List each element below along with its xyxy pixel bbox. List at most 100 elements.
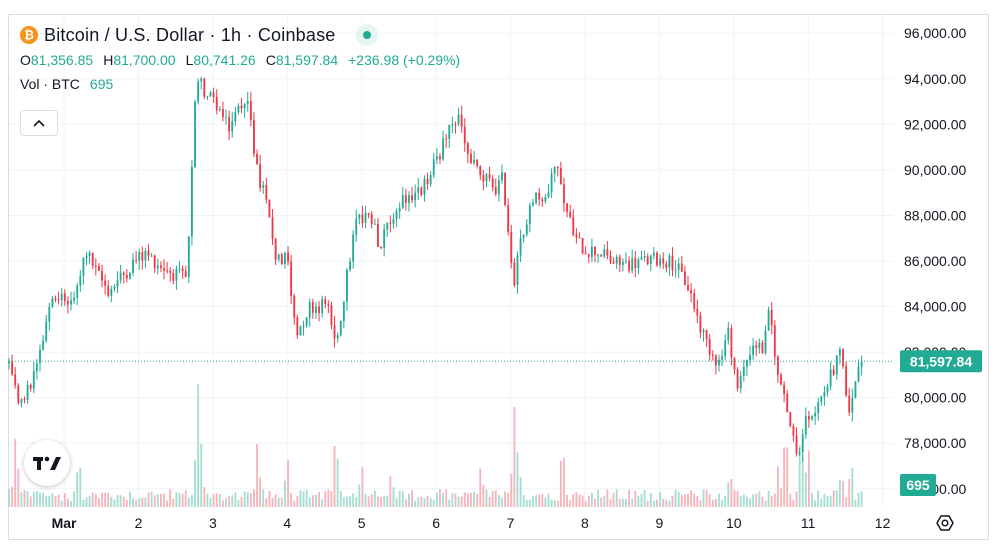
volume-bar [144, 497, 147, 507]
last-volume-tag [900, 474, 936, 496]
volume-bar [439, 489, 441, 507]
candle-body [563, 184, 565, 204]
candle-body [463, 126, 466, 144]
candle-body [355, 218, 358, 235]
volume-bar [389, 475, 392, 507]
candle-body [528, 205, 531, 225]
volume-legend[interactable]: Vol · BTC 695 [20, 76, 460, 92]
candle-body [721, 356, 724, 360]
open-value: 81,356.85 [30, 52, 94, 68]
volume-bar [29, 496, 32, 507]
volume-bar [739, 496, 742, 507]
volume-bar [411, 490, 413, 507]
volume-bar [758, 491, 761, 507]
candle-body [488, 174, 491, 179]
candle-body [680, 263, 683, 272]
candle-body [240, 105, 243, 109]
volume-bar [237, 500, 240, 507]
volume-bar [854, 500, 857, 507]
volume-bar [97, 497, 100, 507]
volume-bar [181, 493, 184, 507]
volume-bar [668, 500, 671, 507]
candle-body [417, 187, 420, 193]
candle-body [659, 258, 662, 266]
price-tick-label: 92,000.00 [904, 116, 966, 132]
candle-body [612, 261, 615, 264]
candle-body [749, 354, 751, 361]
volume-bar [792, 500, 795, 507]
volume-bar [814, 500, 817, 507]
candle-body [541, 199, 544, 202]
candle-body [470, 153, 472, 164]
volume-bar [525, 499, 528, 507]
volume-bar [699, 500, 702, 507]
low-value: 80,741.26 [193, 52, 256, 68]
volume-bar [218, 493, 221, 507]
volume-bar [287, 460, 289, 507]
candle-body [159, 265, 162, 269]
volume-bar [860, 491, 863, 507]
collapse-legend-button[interactable] [20, 110, 58, 136]
candle-body [854, 381, 857, 398]
candle-body [755, 345, 758, 349]
candle-body [510, 232, 513, 263]
volume-bar [687, 494, 689, 507]
price-tick-label: 96,000.00 [904, 25, 966, 41]
volume-bar [383, 495, 386, 507]
volume-bar [448, 499, 451, 507]
volume-bar [587, 495, 590, 507]
volume-bar [253, 489, 255, 507]
candle-body [318, 306, 320, 313]
time-tick-label: Mar [52, 515, 77, 531]
candle-body [460, 114, 463, 127]
candle-body [290, 261, 293, 296]
price-tick-label: 88,000.00 [904, 207, 966, 223]
volume-bar [85, 497, 88, 507]
volume-bar [488, 496, 491, 507]
chart-settings-button[interactable] [934, 512, 956, 534]
candle-body [265, 185, 268, 200]
candle-body [544, 196, 547, 202]
candle-body [435, 156, 438, 160]
candle-body [652, 252, 655, 256]
volume-bar [795, 491, 798, 507]
candle-body [122, 272, 125, 275]
time-tick-label: 4 [283, 515, 291, 531]
volume-bar [646, 500, 649, 507]
candle-body [153, 255, 156, 269]
candle-body [780, 374, 782, 385]
candle-body [485, 174, 488, 182]
volume-bar [501, 498, 503, 507]
candle-body [668, 255, 671, 268]
candle-body [107, 285, 110, 296]
volume-bar [321, 499, 324, 507]
time-tick-label: 2 [135, 515, 143, 531]
volume-bar [470, 492, 472, 507]
candle-body [566, 203, 569, 212]
volume-bar [457, 496, 460, 507]
volume-bar [507, 493, 510, 507]
market-status-icon[interactable] [355, 24, 378, 46]
ohlc-values: O81,356.85 H81,700.00 L80,741.26 C81,597… [20, 52, 461, 68]
tradingview-logo[interactable] [24, 440, 70, 486]
candle-body [708, 339, 711, 355]
candle-body [522, 234, 525, 239]
volume-bar [398, 490, 401, 507]
volume-bar [683, 494, 686, 507]
candle-body [621, 261, 624, 266]
volume-bar [159, 493, 162, 507]
volume-bar [559, 461, 562, 507]
candle-body [724, 340, 727, 357]
chart-frame [8, 14, 989, 540]
volume-bar [600, 497, 603, 507]
volume-bar [838, 480, 841, 507]
candle-body [48, 306, 51, 322]
volume-bar [215, 493, 218, 507]
symbol-title[interactable]: Bitcoin / U.S. Dollar · 1h · Coinbase [44, 24, 336, 45]
candle-body [640, 257, 643, 260]
volume-bar [290, 493, 293, 507]
volume-bar [736, 490, 739, 507]
candle-body [662, 258, 665, 264]
candle-body [327, 303, 330, 306]
